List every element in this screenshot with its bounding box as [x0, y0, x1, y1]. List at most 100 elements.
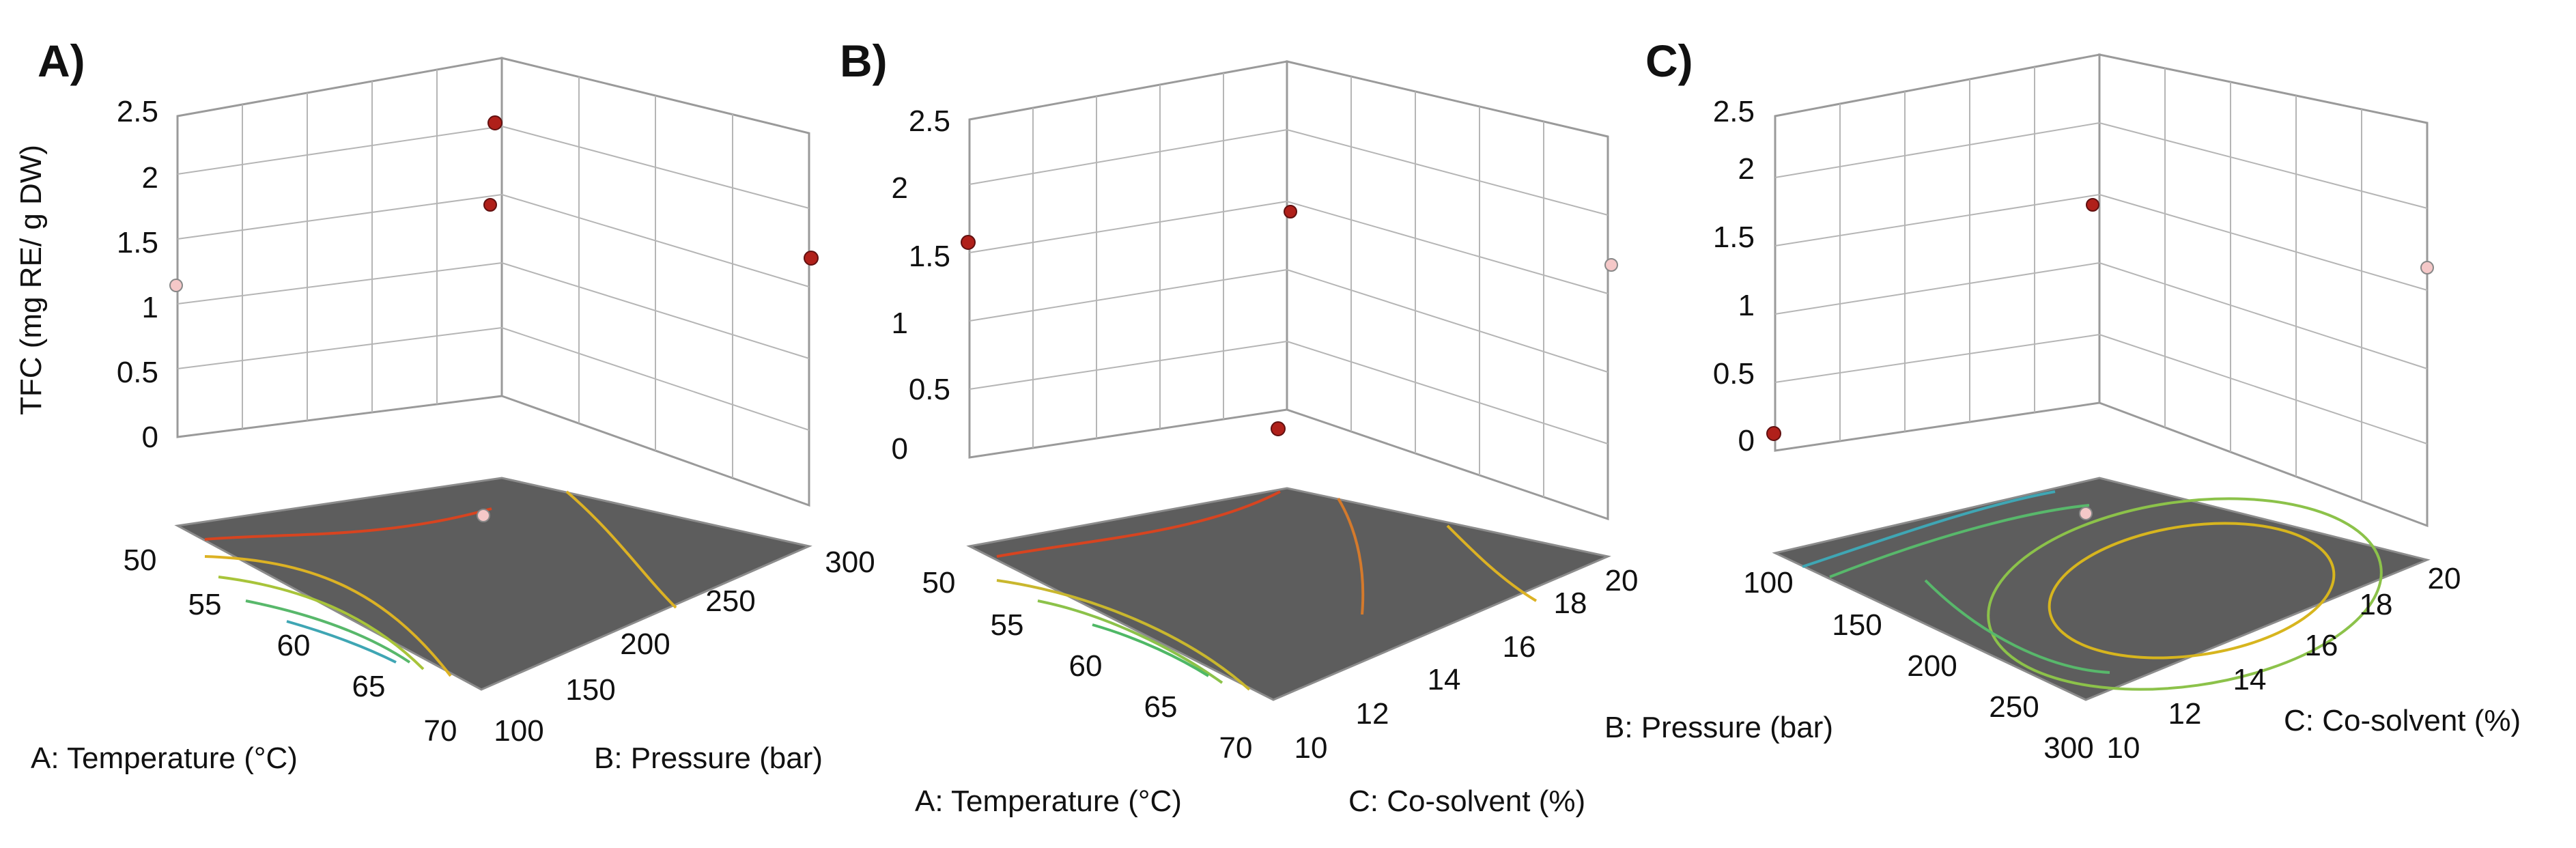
panel-a-y-tick: 250	[705, 584, 755, 618]
panel-c-x-tick: 200	[1907, 649, 1957, 683]
panel-a-floor	[174, 477, 812, 691]
panel-a-x-tick: 50	[124, 543, 157, 577]
panel-a-back-wall-left	[176, 57, 503, 438]
panel-c-contour-3	[2048, 522, 2336, 660]
panel-a-z-tick: 1	[142, 291, 158, 324]
panel-a-label: A)	[38, 36, 85, 86]
panel-b-y-tick: 16	[1503, 630, 1536, 664]
panel-b-x-tick: 55	[991, 608, 1024, 642]
panel-c-design-point	[2086, 198, 2099, 212]
panel-c-z-tick: 2	[1738, 152, 1755, 186]
panel-a-z-tick: 2.5	[117, 95, 158, 128]
panel-c-z-tick: 1.5	[1713, 221, 1755, 254]
panel-a-design-point	[169, 279, 183, 292]
panel-c-label: C)	[1645, 36, 1693, 86]
panel-b: B) 0 0.5 1 1.5 2 2.5 50 55 60 65 70 10 1…	[840, 36, 1638, 818]
panel-a-floor-contours	[204, 490, 677, 677]
panel-c-y-axis-label: C: Co-solvent (%)	[2284, 704, 2521, 737]
panel-b-x-tick: 65	[1144, 690, 1178, 724]
panel-a-contour-2	[204, 555, 452, 677]
panel-c-wall-gridlines	[1774, 67, 2428, 501]
panel-c-z-tick: 0.5	[1713, 357, 1755, 391]
panel-c-design-point	[2079, 507, 2093, 520]
panel-b-contour-1	[996, 490, 1281, 558]
panel-c-contour-2	[1829, 504, 2090, 578]
panel-c-back-wall-right	[2098, 53, 2429, 528]
panel-a-wall-gridlines	[177, 70, 810, 478]
panel-c-y-ticks: 10 12 14 16 18 20	[2107, 562, 2461, 765]
panel-c-floor	[1772, 477, 2431, 701]
panel-a-walls	[176, 57, 810, 507]
panel-b-z-tick: 1.5	[909, 240, 950, 273]
panel-b-z-tick: 1	[892, 307, 908, 340]
panel-c-contour-4	[1987, 497, 2383, 691]
panel-b-floor	[966, 487, 1611, 701]
panel-c-y-tick: 16	[2305, 629, 2338, 662]
panel-c-y-tick: 10	[2107, 731, 2140, 765]
panel-b-x-ticks: 50 55 60 65 70	[922, 566, 1253, 765]
panel-c-x-tick: 300	[2043, 731, 2093, 765]
panel-c-x-axis-label: B: Pressure (bar)	[1604, 711, 1833, 744]
panel-a-y-axis-label: B: Pressure (bar)	[594, 741, 823, 775]
panel-c-design-point	[2420, 261, 2434, 274]
panel-c-design-point	[1766, 426, 1781, 441]
panel-b-y-tick: 14	[1428, 663, 1461, 696]
panel-a-y-tick: 300	[825, 546, 875, 579]
panel-a-contour-4	[245, 599, 411, 664]
panel-b-contour-4	[996, 579, 1251, 691]
panel-c-z-tick: 0	[1738, 424, 1755, 457]
surface-facet	[488, 0, 515, 2]
panel-c-z-ticks: 0 0.5 1 1.5 2 2.5	[1713, 95, 1755, 457]
panel-c-y-tick: 14	[2233, 663, 2267, 696]
panel-c-z-tick: 1	[1738, 289, 1755, 322]
panel-b-z-tick: 2	[892, 171, 908, 205]
panel-b-x-tick: 50	[922, 566, 956, 599]
panel-a-x-tick: 70	[424, 714, 457, 748]
panel-a-contour-3	[218, 576, 425, 670]
panel-a-x-tick: 65	[352, 670, 386, 703]
panel-b-contour-5	[1037, 599, 1223, 684]
panel-c-z-tick: 2.5	[1713, 95, 1755, 128]
panel-a-design-point	[487, 115, 503, 130]
panel-a-y-tick: 100	[494, 714, 543, 748]
panel-b-design-point	[1604, 258, 1618, 272]
panel-c-x-tick: 150	[1832, 608, 1882, 642]
panel-c-y-tick: 12	[2168, 697, 2202, 731]
panel-a-z-tick: 0.5	[117, 356, 158, 389]
panel-a-y-ticks: 100 150 200 250 300	[494, 546, 875, 748]
panel-b-floor-contours	[996, 490, 1538, 691]
panel-a-surface	[181, 0, 812, 2]
panel-b-contour-3	[1446, 524, 1538, 602]
panel-b-z-tick: 0	[892, 432, 908, 466]
panel-b-back-wall-left	[968, 60, 1288, 459]
panel-c-y-tick: 20	[2428, 562, 2461, 595]
panel-b-contour-2	[1337, 497, 1365, 615]
panel-c-x-tick: 250	[1989, 690, 2039, 724]
panel-b-contour-6	[1092, 623, 1210, 677]
panel-c-contour-1	[1802, 490, 2056, 568]
panel-b-walls	[968, 60, 1609, 521]
panel-c: C) 0 0.5 1 1.5 2 2.5 100 150 200 250 300…	[1604, 36, 2521, 765]
panel-a-design-point	[477, 509, 490, 522]
panel-b-y-axis-label: C: Co-solvent (%)	[1348, 785, 1585, 818]
panel-a-z-ticks: 0 0.5 1 1.5 2 2.5	[117, 95, 158, 454]
panel-a: A) 0 0.5 1 1.5 2 2.5 50 55 60 65 70 100 …	[31, 0, 875, 775]
panel-a-y-tick: 200	[620, 627, 670, 661]
panel-a-x-axis-label: A: Temperature (°C)	[31, 741, 298, 775]
panel-b-label: B)	[840, 36, 888, 86]
panel-b-y-tick: 12	[1356, 697, 1389, 731]
panel-c-contour-5	[1924, 579, 2110, 674]
panel-b-z-tick: 2.5	[909, 104, 950, 138]
panel-a-z-tick: 1.5	[117, 226, 158, 259]
panel-a-z-tick: 0	[142, 421, 158, 454]
panel-c-x-tick: 100	[1743, 566, 1793, 599]
panel-a-z-tick: 2	[142, 161, 158, 195]
panel-b-x-tick: 70	[1219, 731, 1253, 765]
panel-c-x-ticks: 100 150 200 250 300	[1743, 566, 2093, 765]
panel-a-contour-5	[286, 620, 397, 664]
panel-a-contour-6	[565, 490, 677, 609]
panel-b-y-tick: 18	[1554, 586, 1587, 620]
panel-c-back-wall-left	[1774, 53, 2101, 452]
panel-a-x-tick: 55	[188, 588, 222, 621]
